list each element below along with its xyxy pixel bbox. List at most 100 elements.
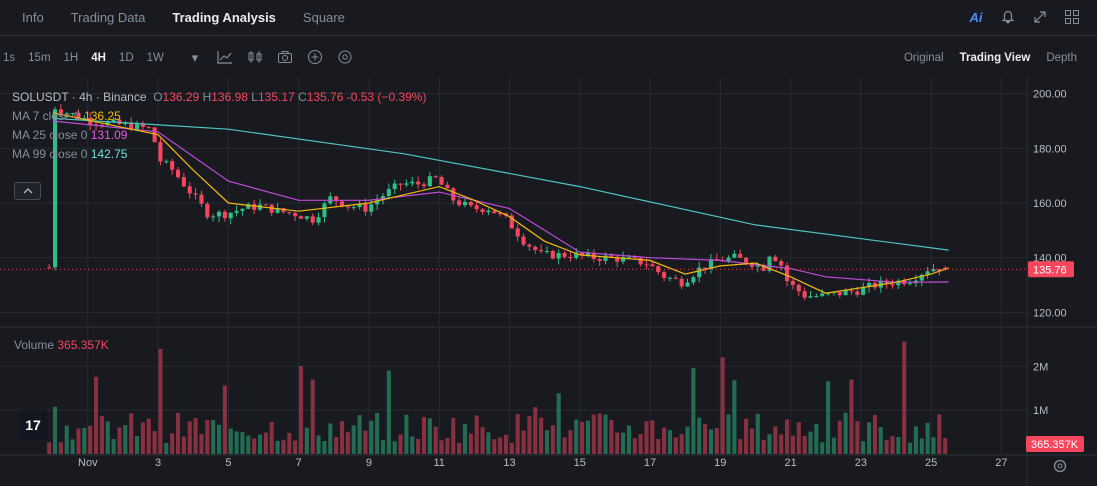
chart-settings-icon[interactable]: [336, 49, 354, 68]
interval-1s[interactable]: 1s: [3, 52, 16, 64]
add-icon[interactable]: [306, 49, 324, 68]
candle-body: [644, 264, 649, 266]
chart-toolbar: 1s 15m 1H 4H 1D 1W ▾ Original Trading Vi…: [0, 44, 1097, 72]
volume-bar: [310, 379, 315, 454]
time-tick-label: 17: [644, 457, 656, 469]
camera-icon[interactable]: [276, 50, 294, 67]
volume-bar: [650, 420, 655, 454]
ai-icon[interactable]: Ai: [969, 9, 983, 25]
candle-body: [375, 200, 380, 205]
ma25-value: 131.09: [90, 128, 128, 142]
candle-body: [714, 259, 719, 261]
volume-bar: [867, 422, 872, 454]
volume-bar: [667, 430, 672, 454]
candle-body: [93, 124, 99, 126]
candle-body: [187, 186, 192, 194]
candle-body: [632, 257, 637, 259]
view-original[interactable]: Original: [903, 52, 944, 64]
view-depth[interactable]: Depth: [1046, 52, 1077, 64]
bell-icon[interactable]: [999, 8, 1017, 26]
volume-bar: [556, 393, 561, 454]
last-price-label: 135.76: [1033, 264, 1067, 276]
volume-bar: [878, 427, 883, 454]
indicators-icon[interactable]: [246, 50, 264, 67]
ma99-row: MA 99 close 0 142.75: [12, 145, 426, 164]
volume-bar: [907, 442, 913, 454]
grid-layout-icon[interactable]: [1063, 8, 1081, 26]
volume-bar: [597, 413, 602, 454]
candle-body: [755, 265, 760, 267]
price-tick-label: 160.00: [1033, 198, 1067, 210]
tab-trading-analysis[interactable]: Trading Analysis: [172, 10, 276, 25]
candle-body: [392, 183, 397, 190]
change-value: -0.53 (−0.39%): [346, 90, 427, 104]
volume-bar: [439, 440, 444, 454]
candle-body: [492, 210, 497, 214]
expand-icon[interactable]: [1031, 8, 1049, 26]
candle-body: [738, 253, 743, 258]
candle-body: [369, 204, 374, 212]
axis-settings-icon[interactable]: [1051, 458, 1069, 476]
candle-body: [867, 282, 872, 288]
volume-tick-label: 2M: [1033, 361, 1048, 373]
volume-bar: [363, 430, 368, 454]
volume-bar: [164, 442, 169, 454]
volume-bar: [662, 427, 667, 454]
volume-bar: [515, 414, 520, 454]
candle-body: [164, 161, 169, 163]
volume-bar: [410, 436, 415, 454]
candle-body: [773, 256, 778, 262]
interval-1d[interactable]: 1D: [118, 52, 134, 64]
volume-bar: [855, 421, 860, 454]
interval-4h[interactable]: 4H: [91, 52, 106, 64]
candle-body: [931, 269, 936, 272]
legend-collapse-button[interactable]: [14, 182, 41, 200]
more-intervals-chevron-icon[interactable]: ▾: [191, 50, 199, 65]
volume-bar: [52, 406, 58, 454]
ma99-line: [52, 117, 949, 251]
volume-bar: [773, 426, 778, 454]
candle-body: [287, 212, 292, 214]
interval-1w[interactable]: 1W: [146, 52, 164, 64]
candle-body: [445, 184, 450, 189]
high-label: H: [202, 90, 212, 104]
candle-body: [515, 228, 520, 237]
volume-bar: [826, 381, 831, 454]
tab-info[interactable]: Info: [22, 10, 44, 25]
volume-bar: [679, 434, 684, 454]
candle-body: [146, 126, 151, 128]
volume-bar: [861, 441, 866, 454]
volume-bar: [47, 442, 52, 454]
volume-bar: [492, 439, 497, 454]
candle-body: [521, 236, 526, 245]
candle-body: [58, 109, 63, 114]
candle-body: [298, 216, 304, 219]
volume-bar: [316, 435, 321, 454]
candle-body: [568, 256, 573, 258]
tab-square[interactable]: Square: [302, 10, 345, 25]
volume-bar: [550, 425, 555, 454]
ma99-value: 142.75: [90, 147, 128, 161]
volume-bar: [474, 415, 479, 454]
candle-body: [158, 142, 163, 162]
candle-body: [421, 184, 427, 187]
volume-bar: [416, 438, 421, 454]
time-tick-label: 15: [574, 457, 586, 469]
volume-bar: [328, 423, 333, 454]
volume-bar: [334, 437, 339, 454]
volume-bar: [732, 380, 737, 454]
candle-body: [240, 208, 245, 211]
close-label: C: [298, 90, 307, 104]
view-trading-view[interactable]: Trading View: [959, 52, 1031, 64]
candle-body: [732, 253, 737, 258]
volume-bar: [767, 434, 772, 454]
interval-15m[interactable]: 15m: [28, 52, 51, 64]
tab-trading-data[interactable]: Trading Data: [70, 10, 146, 25]
ma7-value: 136.25: [84, 109, 121, 123]
price-tick-label: 180.00: [1033, 143, 1067, 155]
candle-body: [181, 177, 186, 187]
interval-1h[interactable]: 1H: [63, 52, 79, 64]
chart-type-icon[interactable]: [216, 50, 234, 67]
volume-bar: [808, 431, 813, 454]
